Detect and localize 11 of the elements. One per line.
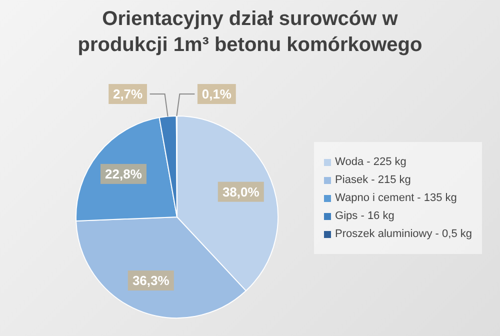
slice-label: Woda - 225 kg xyxy=(335,156,406,168)
legend-label: Gips - 16 kg xyxy=(335,210,394,222)
legend-label: Proszek aluminiowy - 0,5 kg xyxy=(335,228,472,240)
data-label: 0,1% xyxy=(202,86,232,102)
data-label: 2,7% xyxy=(112,86,144,102)
data-label: 36,3% xyxy=(132,273,170,288)
legend-label: Wapno i cement - 135 kg xyxy=(335,192,457,204)
chart-title: Orientacyjny dział surowców w produkcji 1m³ betonu komórkowego xyxy=(76,7,424,58)
data-label: 22,8% xyxy=(105,166,142,182)
legend-label: Piasek - 215 kg xyxy=(335,174,411,186)
data-label: 38,0% xyxy=(222,184,260,200)
